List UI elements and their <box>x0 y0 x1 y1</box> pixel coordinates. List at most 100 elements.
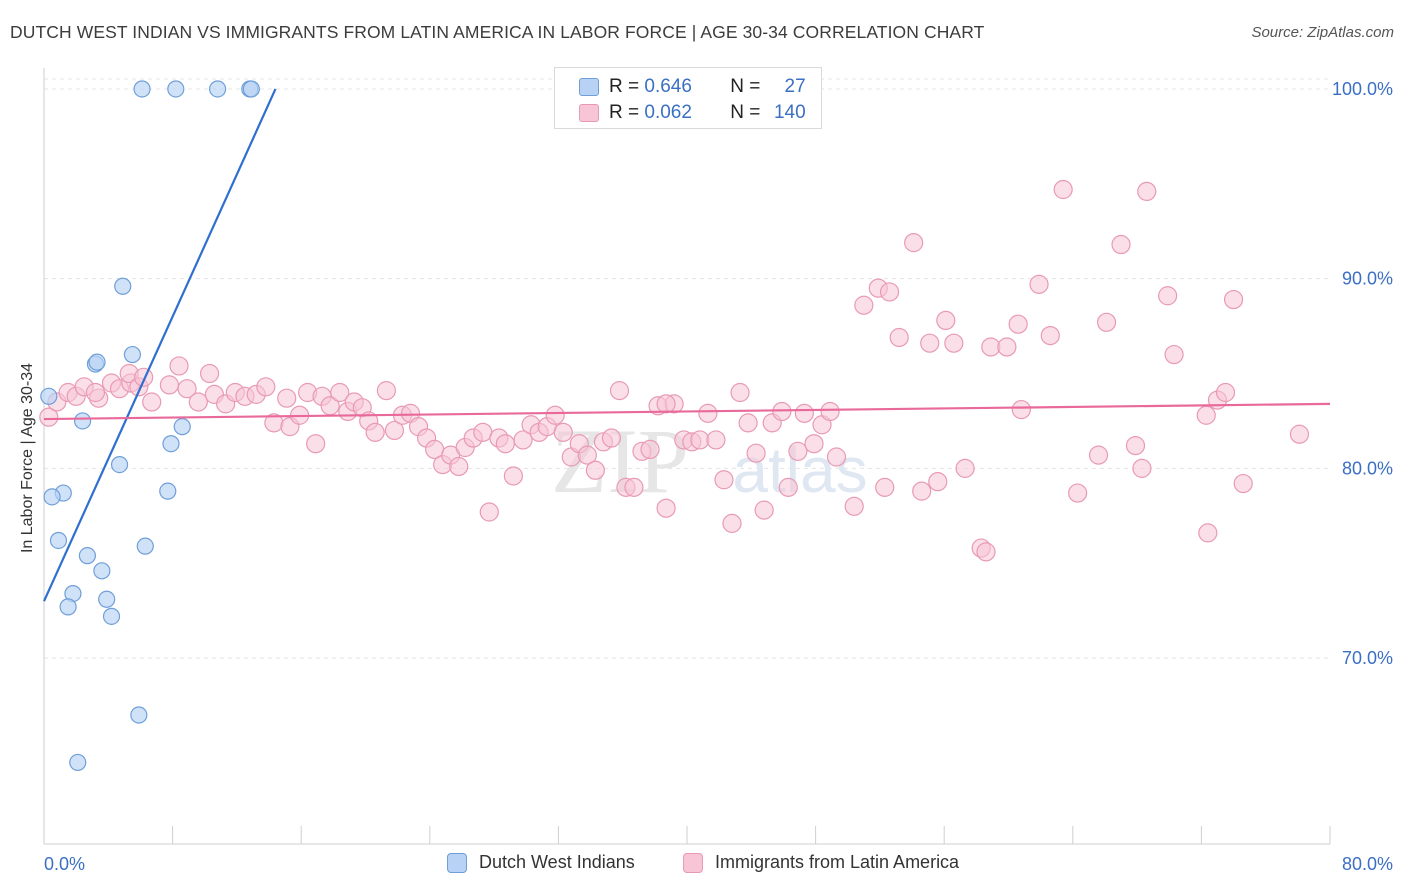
legend-r-label: R = <box>609 76 640 97</box>
point-immigrants-latin-america <box>714 470 734 490</box>
y-tick-label: 80.0% <box>1342 458 1393 478</box>
point-immigrants-latin-america <box>1289 424 1310 444</box>
point-immigrants-latin-america <box>706 430 726 450</box>
point-immigrants-latin-america <box>134 367 154 387</box>
point-immigrants-latin-america <box>730 382 750 403</box>
point-dutch-west-indians <box>114 277 132 295</box>
point-dutch-west-indians <box>130 706 148 724</box>
point-immigrants-latin-america <box>854 295 874 315</box>
point-immigrants-latin-america <box>640 439 660 460</box>
point-dutch-west-indians <box>43 488 61 506</box>
point-immigrants-latin-america <box>722 513 742 533</box>
point-immigrants-latin-america <box>981 337 1001 357</box>
point-immigrants-latin-america <box>738 413 758 433</box>
point-immigrants-latin-america <box>690 430 710 450</box>
point-immigrants-latin-america <box>976 542 996 562</box>
bottom-legend-swatch-pink <box>683 852 703 873</box>
point-immigrants-latin-america <box>1196 405 1216 425</box>
point-immigrants-latin-america <box>188 392 208 412</box>
point-dutch-west-indians <box>110 455 129 474</box>
point-dutch-west-indians <box>173 418 191 436</box>
point-immigrants-latin-america <box>844 496 864 516</box>
legend-swatch-pink <box>579 104 599 122</box>
point-dutch-west-indians <box>59 598 77 616</box>
point-immigrants-latin-america <box>944 333 964 353</box>
legend-row-dutch-west-indians: R = 0.646 N = 27 <box>579 75 806 99</box>
point-immigrants-latin-america <box>778 477 798 497</box>
point-immigrants-latin-america <box>39 407 59 427</box>
bottom-legend-swatch-blue <box>447 852 467 873</box>
point-immigrants-latin-america <box>1011 399 1031 420</box>
point-immigrants-latin-america <box>698 403 718 423</box>
point-immigrants-latin-america <box>479 502 499 522</box>
legend-r-value: 0.646 <box>644 76 692 97</box>
point-immigrants-latin-america <box>1008 314 1028 334</box>
point-dutch-west-indians <box>159 482 177 500</box>
point-immigrants-latin-america <box>1198 523 1218 543</box>
point-dutch-west-indians <box>136 537 154 555</box>
point-immigrants-latin-america <box>1053 179 1073 200</box>
tick-labels: 70.0% 80.0% 90.0% 100.0% 0.0% 80.0% <box>44 79 1393 874</box>
point-immigrants-latin-america <box>1068 483 1088 503</box>
point-immigrants-latin-america <box>177 379 197 399</box>
point-immigrants-latin-america <box>384 420 405 441</box>
point-immigrants-latin-america <box>1111 234 1131 255</box>
point-dutch-west-indians <box>242 80 260 98</box>
point-dutch-west-indians <box>133 80 151 98</box>
y-tick-label: 100.0% <box>1332 79 1393 99</box>
point-immigrants-latin-america <box>889 327 909 348</box>
point-immigrants-latin-america <box>199 363 220 384</box>
legend-row-immigrants-latin-america: R = 0.062 N = 140 <box>579 101 806 125</box>
point-immigrants-latin-america <box>624 477 644 497</box>
point-immigrants-latin-america <box>513 430 533 450</box>
x-tick-label-min: 0.0% <box>44 854 85 874</box>
correlation-legend: R = 0.646 N = 27 R = 0.062 N = 140 <box>554 67 822 129</box>
point-immigrants-latin-america <box>1132 458 1152 478</box>
point-dutch-west-indians <box>93 562 111 580</box>
point-immigrants-latin-america <box>656 394 676 414</box>
trend-lines <box>42 88 1331 602</box>
point-immigrants-latin-america <box>1233 473 1253 494</box>
point-immigrants-latin-america <box>754 500 774 520</box>
point-immigrants-latin-america <box>277 388 297 408</box>
point-immigrants-latin-america <box>936 310 956 331</box>
y-tick-label: 70.0% <box>1342 648 1393 668</box>
bottom-legend-dutch-west-indians: Dutch West Indians <box>447 852 635 873</box>
point-immigrants-latin-america <box>1029 274 1049 294</box>
point-immigrants-latin-america <box>306 434 326 454</box>
point-dutch-west-indians <box>167 80 185 98</box>
source-label: Source: ZipAtlas.com <box>1251 24 1394 41</box>
point-dutch-west-indians <box>73 412 92 430</box>
point-immigrants-latin-america <box>912 481 932 501</box>
legend-n-value: 27 <box>784 76 806 97</box>
y-tick-label: 90.0% <box>1342 269 1393 289</box>
point-immigrants-latin-america <box>142 392 162 412</box>
point-immigrants-latin-america <box>449 456 469 477</box>
bottom-legend-label: Immigrants from Latin America <box>715 852 960 872</box>
point-immigrants-latin-america <box>955 458 975 478</box>
point-immigrants-latin-america <box>376 381 396 401</box>
bottom-legend-label: Dutch West Indians <box>479 852 635 872</box>
point-immigrants-latin-america <box>1164 344 1184 365</box>
point-dutch-west-indians <box>98 590 116 608</box>
point-immigrants-latin-america <box>1125 436 1146 456</box>
point-immigrants-latin-america <box>1215 382 1236 403</box>
point-dutch-west-indians <box>162 435 180 453</box>
legend-n-value: 140 <box>773 102 806 123</box>
point-immigrants-latin-america <box>473 422 493 442</box>
axes <box>43 68 1331 845</box>
point-immigrants-latin-america <box>746 443 766 463</box>
legend-r-value: 0.062 <box>644 102 692 123</box>
point-immigrants-latin-america <box>1040 325 1060 346</box>
point-immigrants-latin-america <box>365 422 385 442</box>
point-immigrants-latin-america <box>1158 286 1178 306</box>
legend-swatch-blue <box>579 78 599 96</box>
legend-n-label: N = <box>730 76 761 97</box>
point-immigrants-latin-america <box>169 356 189 376</box>
point-dutch-west-indians <box>78 547 97 565</box>
point-immigrants-latin-america <box>920 333 940 353</box>
point-immigrants-latin-america <box>495 434 515 454</box>
point-immigrants-latin-america <box>928 472 948 492</box>
point-immigrants-latin-america <box>1137 181 1157 202</box>
